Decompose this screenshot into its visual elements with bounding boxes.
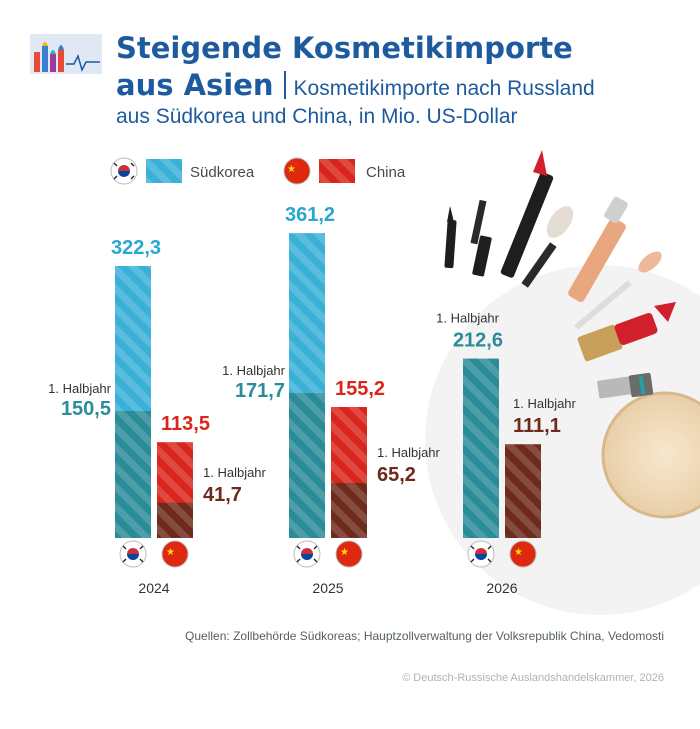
china-flag-icon: ★ bbox=[509, 540, 537, 568]
china-flag-icon: ★ bbox=[335, 540, 363, 568]
powder-compact bbox=[601, 391, 700, 519]
lip-liner-icon bbox=[500, 150, 554, 278]
label-china-total-2024: 113,5 bbox=[161, 413, 210, 435]
label-suedkorea-total-2025: 361,2 bbox=[285, 204, 335, 226]
label-suedkorea-halbjahr-2025: 171,7 bbox=[235, 380, 285, 402]
source-note: Quellen: Zollbehörde Südkoreas; Hauptzol… bbox=[185, 629, 664, 643]
copyright-note: © Deutsch-Russische Auslandshandelskamme… bbox=[402, 672, 664, 684]
label-china-halbjahr-2024: 41,7 bbox=[203, 484, 242, 506]
ahk-logo bbox=[30, 34, 102, 74]
legend-china-flag-icon: ★ bbox=[283, 157, 311, 185]
chart-subtitle-line1: Kosmetikimporte nach Russland bbox=[293, 77, 595, 100]
chart-title-line2-text: aus Asien bbox=[116, 68, 274, 102]
south-korea-flag-icon bbox=[467, 540, 495, 568]
lipstick-icon bbox=[577, 302, 676, 362]
label-china-halbjahr-2025: 65,2 bbox=[377, 464, 416, 486]
legend: Südkorea ★ China bbox=[110, 157, 406, 185]
legend-label-china: China bbox=[366, 164, 406, 181]
label-china-halbjahr-2026: 111,1 bbox=[513, 415, 561, 437]
legend-south-korea-flag-icon bbox=[110, 157, 138, 185]
south-korea-flag-icon bbox=[119, 540, 147, 568]
label-halbjahr-suedkorea-2025: 1. Halbjahr bbox=[222, 363, 286, 378]
label-suedkorea-total-2024: 322,3 bbox=[111, 237, 161, 259]
mascara-icon bbox=[470, 199, 492, 277]
applicator-icon bbox=[574, 251, 662, 330]
svg-text:★: ★ bbox=[514, 547, 523, 558]
south-korea-flag-icon bbox=[293, 540, 321, 568]
chart-title-line1: Steigende Kosmetikimporte bbox=[116, 31, 573, 65]
label-halbjahr-china-2026: 1. Halbjahr bbox=[513, 396, 577, 411]
china-flag-icon: ★ bbox=[161, 540, 189, 568]
makeup-brush-icon bbox=[521, 206, 574, 288]
chart-subtitle-line2: aus Südkorea und China, in Mio. US-Dolla… bbox=[116, 105, 518, 128]
svg-text:★: ★ bbox=[340, 547, 349, 558]
svg-text:★: ★ bbox=[287, 164, 296, 175]
label-halbjahr-suedkorea-2026: 1. Halbjahr bbox=[436, 311, 500, 326]
x-tick-label-2025: 2025 bbox=[312, 580, 343, 596]
label-suedkorea-halbjahr-2026: 212,6 bbox=[453, 330, 503, 352]
label-halbjahr-china-2025: 1. Halbjahr bbox=[377, 445, 441, 460]
lip-gloss-icon bbox=[568, 196, 628, 303]
legend-label-suedkorea: Südkorea bbox=[190, 164, 255, 181]
svg-text:★: ★ bbox=[166, 547, 175, 558]
label-halbjahr-suedkorea-2024: 1. Halbjahr bbox=[48, 381, 112, 396]
data-labels: 322,3 1. Halbjahr 150,5 113,5 1. Halbjahr 41,… bbox=[48, 204, 576, 506]
label-china-total-2025: 155,2 bbox=[335, 378, 385, 400]
eyeliner-icon bbox=[444, 206, 457, 269]
x-tick-label-2026: 2026 bbox=[486, 580, 517, 596]
nail-polish-icon bbox=[597, 372, 654, 399]
x-tick-label-2024: 2024 bbox=[138, 580, 169, 596]
bars bbox=[115, 233, 541, 538]
label-halbjahr-china-2024: 1. Halbjahr bbox=[203, 465, 267, 480]
title-separator bbox=[283, 71, 286, 99]
x-axis: ★ 2024 ★ 2025 ★ 2026 bbox=[119, 540, 537, 596]
chart-title-line2: aus Asien Kosmetikimporte nach Russland bbox=[116, 68, 595, 102]
label-suedkorea-halbjahr-2024: 150,5 bbox=[61, 398, 111, 420]
